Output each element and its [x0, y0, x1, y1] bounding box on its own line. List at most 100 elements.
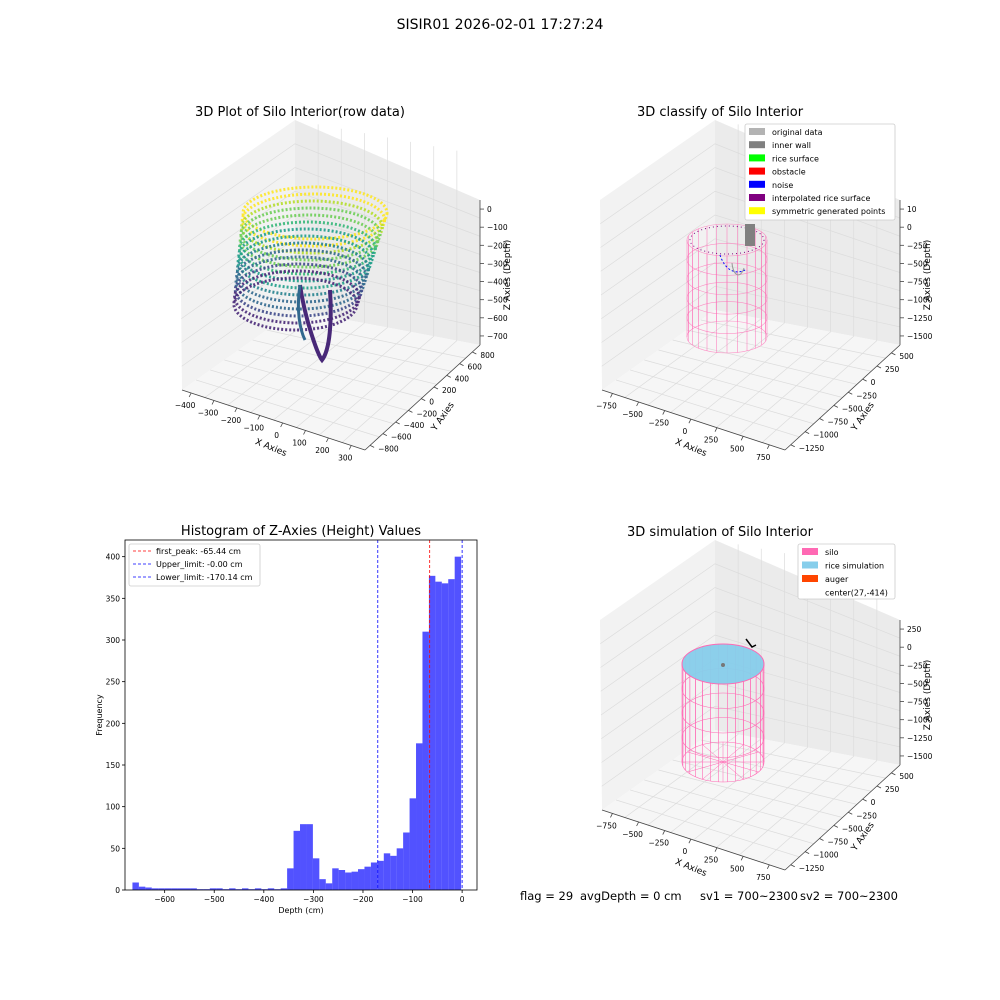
z-tick-label: 250: [907, 625, 922, 634]
histogram-bar: [248, 889, 255, 890]
x-axis-label: Depth (cm): [278, 906, 323, 915]
legend-label: interpolated rice surface: [772, 194, 870, 203]
silo-floor-line: [722, 761, 744, 780]
y-tick-label: 500: [899, 352, 914, 361]
y-tick-label: −250: [856, 811, 877, 820]
data-ring: [234, 255, 366, 311]
x-tick: [303, 430, 306, 435]
z-tick-label: −600: [487, 314, 508, 323]
grid-line: [672, 339, 857, 385]
x-tick: [688, 418, 692, 424]
legend-swatch: [749, 180, 765, 188]
figure-title: SISIR01 2026-02-01 17:27:24: [396, 17, 604, 33]
y-axis-label: Frequency: [95, 694, 104, 736]
grid-line: [180, 190, 481, 272]
x-tick-label: −500: [622, 410, 643, 419]
histogram-bar: [332, 868, 339, 890]
legend-swatch: [749, 167, 765, 175]
x-tick: [714, 427, 718, 432]
x-tick-label: 0: [682, 847, 687, 856]
x-tick: [326, 437, 329, 443]
silo-ring: [686, 223, 768, 257]
x-tick: [188, 392, 192, 398]
histogram-bar: [138, 886, 146, 890]
histogram-bar: [216, 888, 223, 890]
histogram-bar: [222, 889, 230, 890]
center-marker: [721, 663, 725, 667]
histogram-bar: [403, 832, 410, 890]
silo-ring: [686, 262, 768, 296]
x-tick-label: −200: [221, 416, 242, 425]
z-tick-label: −1000: [907, 296, 933, 305]
grid-line: [180, 143, 481, 225]
z-tick-label: −200: [487, 241, 508, 250]
legend-label: Upper_limit: -0.00 cm: [156, 560, 243, 569]
silo-floor-line: [722, 744, 744, 763]
y-tick: [848, 811, 853, 815]
y-tick: [446, 374, 451, 378]
y-tick-label: −500: [842, 824, 863, 833]
x-tick-label: 0: [460, 895, 465, 904]
silo-floor-line: [722, 761, 759, 773]
x-tick-label: −750: [596, 821, 617, 830]
data-ring: [236, 234, 373, 290]
silo-ring: [686, 281, 768, 315]
legend-label: silo: [825, 548, 839, 557]
y-tick-label: 300: [106, 636, 121, 645]
data-ring: [241, 185, 389, 241]
y-tick: [790, 864, 795, 868]
x-tick: [714, 847, 718, 852]
z-tick-label: −100: [487, 223, 508, 232]
y-tick-label: −1250: [799, 864, 825, 873]
silo-floor-line: [687, 761, 724, 773]
y-tick: [862, 798, 867, 802]
z-tick-label: −500: [907, 679, 928, 688]
x-tick: [636, 821, 639, 827]
y-tick-label: 0: [115, 886, 120, 895]
legend-swatch: [802, 548, 818, 555]
grid-line: [280, 319, 466, 359]
x-tick: [766, 444, 770, 450]
histogram-bar: [300, 824, 307, 890]
x-tick-label: −100: [402, 895, 423, 904]
y-tick: [819, 838, 824, 841]
data-ring: [240, 192, 387, 248]
grid-line: [273, 327, 388, 421]
y-tick-label: −1000: [813, 851, 839, 860]
flag-text: flag = 29: [520, 889, 574, 903]
y-tick-label: 200: [442, 386, 457, 395]
x-tick-label: −200: [353, 895, 374, 904]
y-tick: [382, 433, 388, 437]
y-tick: [421, 398, 426, 402]
z-axis-label: Z Axies (Depth): [923, 240, 933, 311]
data-ring: [238, 220, 377, 276]
grid-line: [601, 262, 901, 343]
histogram-bar: [454, 556, 462, 890]
histogram-bar: [377, 860, 384, 890]
legend-swatch: [802, 575, 818, 582]
sv2-text: sv2 = 700~2300: [800, 889, 898, 903]
y-tick-label: −250: [856, 391, 877, 400]
x-tick-label: 0: [274, 431, 279, 440]
y-tick: [804, 851, 810, 854]
histogram-bar: [242, 888, 249, 890]
grid-line: [761, 760, 878, 863]
y-tick-label: 250: [885, 785, 900, 794]
y-tick: [833, 825, 839, 828]
y-tick-label: 800: [480, 351, 495, 360]
z-tick-label: −1500: [907, 752, 933, 761]
histogram-bar: [177, 888, 184, 890]
x-tick: [211, 400, 215, 405]
y-tick-label: 150: [106, 761, 121, 770]
histogram-bar: [287, 868, 294, 890]
histogram-bar: [164, 888, 172, 890]
legend-label: Lower_limit: -170.14 cm: [156, 573, 253, 582]
grid-line: [600, 634, 901, 716]
z-tick-label: −400: [487, 278, 508, 287]
histogram-bar: [306, 824, 313, 890]
y-tick: [876, 785, 882, 789]
legend-swatch: [749, 128, 765, 135]
z-tick-label: −250: [907, 241, 928, 250]
x-tick-label: −750: [596, 401, 617, 410]
y-tick: [790, 444, 795, 448]
